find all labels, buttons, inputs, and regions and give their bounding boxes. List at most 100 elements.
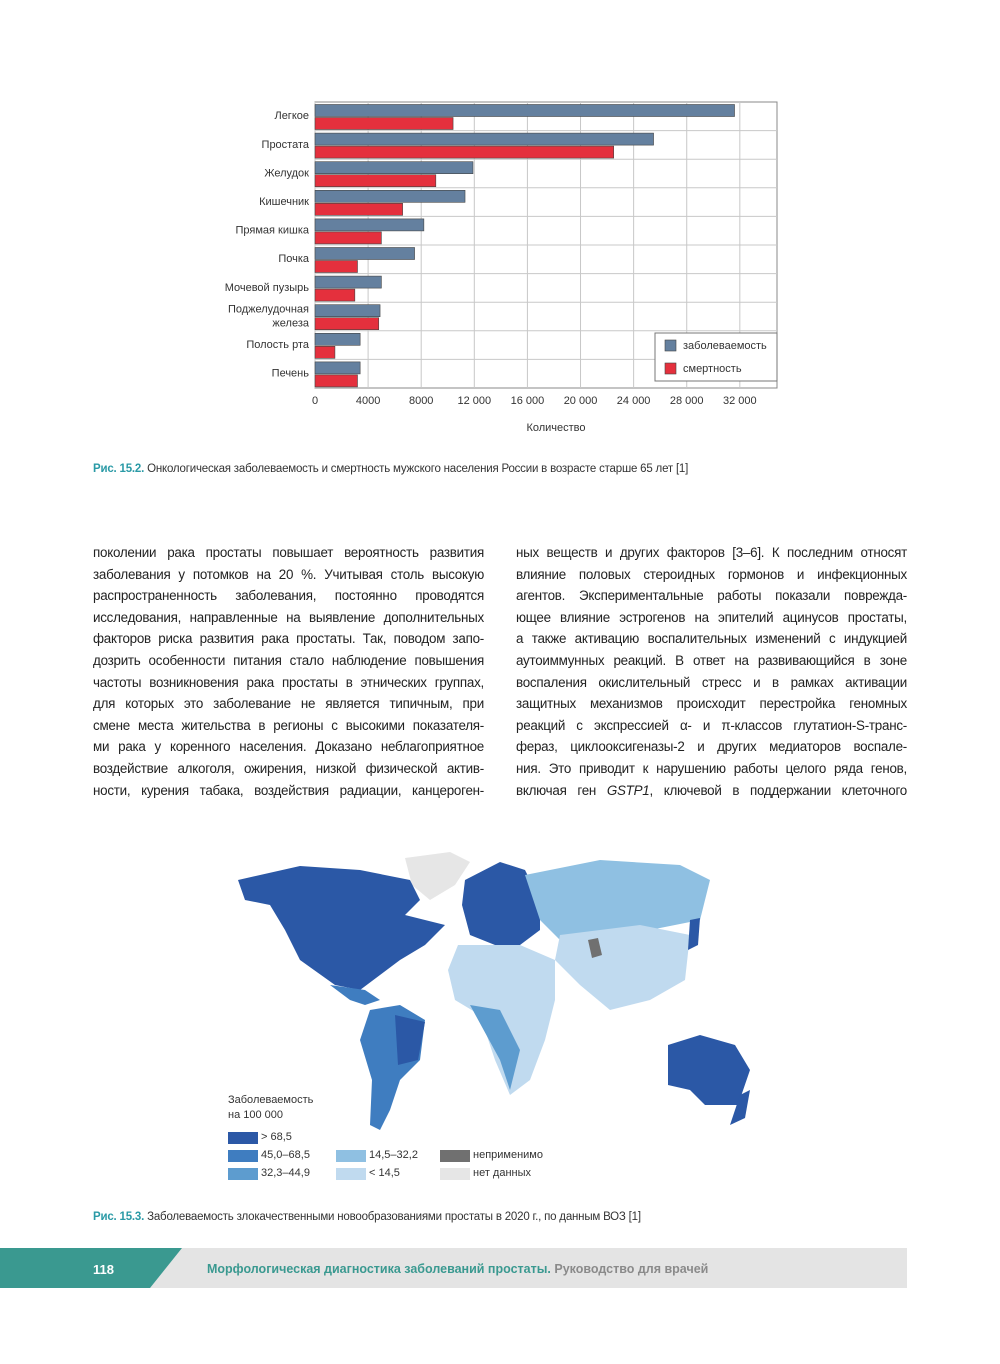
x-tick-label: 20 000 (564, 395, 598, 407)
x-axis-title: Количество (526, 422, 585, 434)
africa (448, 945, 555, 1095)
map-legend-label: нет данных (473, 1167, 532, 1179)
bar-chart: Количество 0 4000 8000 12 000 16 000 20 000 24… (225, 101, 778, 434)
text-line: ности, курения табака, воздействия радиа… (93, 782, 484, 798)
text-column: ных веществ и других факторов [3–6]. К п… (516, 542, 907, 801)
map-legend-swatch (228, 1132, 258, 1144)
bar (314, 190, 466, 203)
caption-label: Рис. 15.3. (93, 1211, 145, 1223)
map-legend-label: < 14,5 (369, 1167, 400, 1179)
caption-text: Заболеваемость злокачественными новообра… (147, 1211, 641, 1223)
europe (462, 862, 540, 945)
text-line: распространенность заболевания, постоянн… (93, 588, 484, 604)
y-tick-label: Мочевой пузырь (225, 282, 310, 294)
north-america (238, 866, 445, 990)
map-legend-title: Заболеваемость (228, 1094, 314, 1106)
x-tick-label: 28 000 (670, 395, 704, 407)
text-line: реакций с экспрессией α- и π-классов глу… (516, 717, 907, 733)
book-title: Морфологическая диагностика заболеваний … (207, 1262, 551, 1276)
text-line: аутоиммунных реакций. В ответ на развива… (516, 652, 907, 668)
bar (314, 260, 358, 273)
text-fragment: , ключевой в поддержании клеточного (649, 782, 908, 798)
text-line: смене места жительства в регионы с высок… (93, 717, 484, 733)
legend-swatch (664, 362, 677, 375)
x-tick-label: 4000 (356, 395, 380, 407)
x-tick-label: 12 000 (457, 395, 491, 407)
bar (314, 317, 380, 331)
central-america (330, 985, 380, 1005)
text-line: исследования, направленные на выявление … (93, 609, 484, 625)
south-america (360, 1005, 425, 1130)
text-line: факторов риска развития рака простаты. Т… (93, 631, 484, 647)
bar (314, 361, 361, 375)
map-legend-swatch (440, 1150, 470, 1162)
figure-caption: Рис. 15.3. Заболеваемость злокачественны… (93, 1211, 641, 1223)
footer-title: Морфологическая диагностика заболеваний … (207, 1262, 708, 1276)
map-legend-swatch (336, 1168, 366, 1180)
text-line: защитных механизмов происходит перестрой… (516, 696, 907, 712)
map-legend-swatch (228, 1150, 258, 1162)
bar (314, 104, 735, 117)
bar (314, 247, 415, 260)
japan (688, 918, 700, 950)
text-line: для которых это заболевание не является … (93, 696, 484, 712)
bar (314, 145, 615, 159)
greenland (405, 852, 470, 900)
map-legend-label: 32,3–44,9 (261, 1167, 310, 1179)
y-tick-label: Печень (272, 368, 310, 380)
bar (314, 161, 474, 174)
map-legend-swatch (336, 1150, 366, 1162)
map-legend-label: неприменимо (473, 1149, 543, 1161)
text-line: воспаления окислительный стресс и в рамк… (516, 674, 907, 690)
asia (555, 925, 690, 1010)
figure-caption: Рис. 15.2. Онкологическая заболеваемость… (93, 463, 688, 475)
text-line: ния. Это приводит к нарушению работы цел… (516, 760, 907, 776)
text-column: поколении рака простаты повышает вероятн… (93, 542, 484, 801)
caption-text: Онкологическая заболеваемость и смертнос… (147, 463, 689, 475)
bar (314, 374, 358, 388)
text-line: ющее влияние эстрогенов на эпителий ацин… (516, 609, 907, 625)
caption-label: Рис. 15.2. (93, 463, 145, 475)
y-tick-label: Простата (262, 139, 310, 151)
brazil (395, 1015, 425, 1065)
y-tick-label: Легкое (274, 110, 309, 122)
text-line: ных веществ и других факторов [3–6]. К п… (516, 545, 907, 560)
y-tick-label: Желудок (264, 167, 309, 179)
not-applicable (588, 938, 602, 958)
text-line: поколении рака простаты повышает вероятн… (93, 545, 484, 560)
africa-south (470, 1005, 520, 1090)
map-legend-swatch (440, 1168, 470, 1180)
map-legend-swatch (228, 1168, 258, 1180)
map-legend-label: > 68,5 (261, 1131, 292, 1143)
bar (314, 345, 336, 359)
text-line: ми рака у коренного населения. Доказано … (93, 739, 484, 755)
y-tick-label: Прямая кишка (235, 225, 309, 237)
text-line: частоты возникновения рака простаты в эт… (93, 674, 484, 690)
y-tick-label: Полость рта (246, 339, 310, 351)
x-tick-label: 24 000 (617, 395, 651, 407)
bar (314, 231, 382, 245)
map-legend-label: 14,5–32,2 (369, 1149, 418, 1161)
map-legend-title: на 100 000 (228, 1109, 284, 1121)
legend-label: заболеваемость (683, 340, 767, 352)
y-tick-label: Почка (278, 253, 310, 265)
book-subtitle: Руководство для врачей (550, 1262, 709, 1276)
text-fragment: включая ген (516, 782, 607, 798)
bar (314, 332, 361, 346)
bar (314, 117, 454, 130)
text-line: заболевания у потомков на 20 %. Учитывая… (93, 566, 484, 582)
map-legend-label: 45,0–68,5 (261, 1149, 310, 1161)
legend-swatch (664, 339, 677, 352)
footer-tab (0, 1248, 182, 1288)
x-tick-label: 8000 (409, 395, 433, 407)
text-line: а также активацию воспалительных изменен… (516, 631, 907, 647)
text-fragment: GSTP1 (606, 782, 650, 798)
new-zealand (730, 1090, 750, 1125)
bar (314, 218, 425, 232)
bar (314, 132, 654, 146)
y-tick-label: Поджелудочная железа (228, 303, 310, 329)
bar (314, 288, 356, 302)
text-line: воздействие алкоголя, ожирения, низкой ф… (93, 760, 484, 776)
text-line: дозрить особенности питания стало наблюд… (93, 652, 484, 668)
